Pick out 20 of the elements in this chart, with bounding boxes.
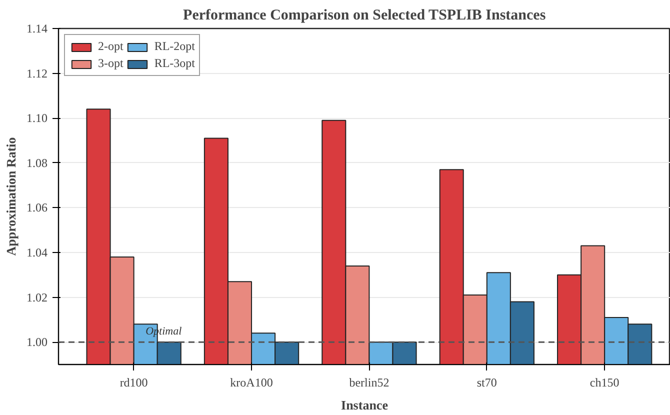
legend-label: RL-3opt: [154, 56, 196, 71]
x-tick-label: rd100: [120, 376, 148, 390]
x-tick-label: berlin52: [349, 376, 390, 390]
legend-label: 2-opt: [98, 39, 124, 54]
y-tick-label: 1.02: [26, 290, 48, 304]
x-tick-label: kroA100: [230, 376, 273, 390]
y-axis-title: Approximation Ratio: [4, 137, 18, 256]
y-tick-label: 1.14: [26, 22, 48, 36]
y-tick-label: 1.10: [26, 111, 48, 126]
y-tick-label: 1.08: [26, 156, 48, 170]
y-tick-label: 1.04: [26, 246, 48, 260]
x-axis-title: Instance: [341, 398, 388, 412]
legend-label: 3-opt: [98, 56, 124, 71]
y-tick-label: 1.00: [26, 335, 48, 350]
x-tick-label: ch150: [590, 376, 620, 390]
y-tick-label: 1.12: [26, 66, 48, 80]
y-tick-label: 1.06: [26, 200, 48, 215]
chart-title: Performance Comparison on Selected TSPLIB Instances: [183, 8, 546, 24]
legend-label: RL-2opt: [154, 39, 196, 54]
x-tick-label: st70: [476, 376, 497, 390]
